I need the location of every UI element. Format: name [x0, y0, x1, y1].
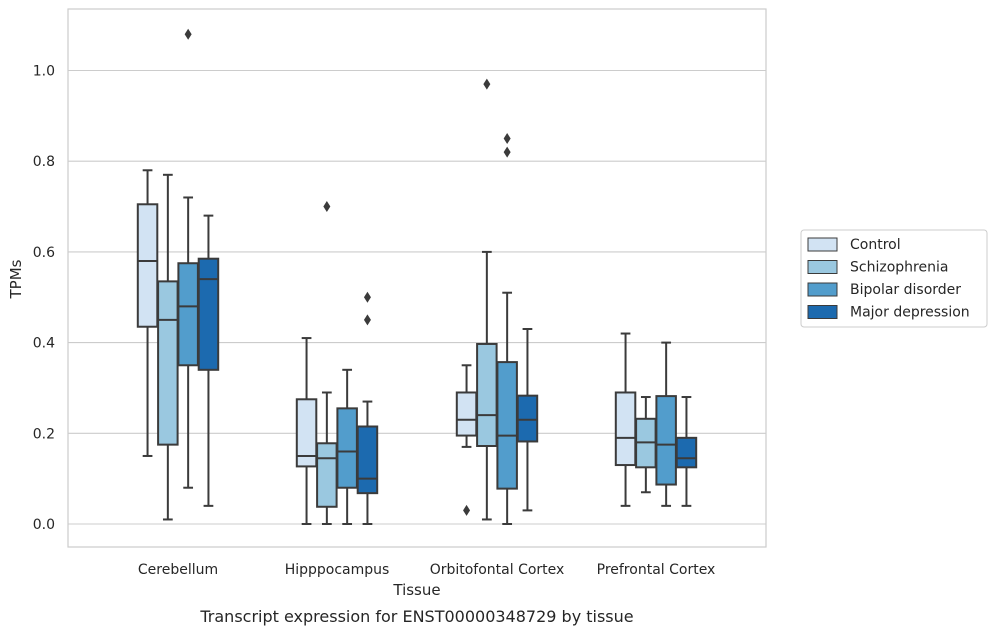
box-plot [356, 291, 379, 525]
legend-item: Control [807, 237, 901, 253]
box-plot [614, 332, 637, 507]
iqr-box [476, 342, 498, 447]
iqr-box [295, 398, 318, 468]
iqr-box [136, 203, 159, 328]
x-tick-label: Cerebellum [138, 562, 218, 578]
outlier-point [503, 146, 511, 158]
series-bipolar-disorder [177, 28, 677, 525]
outlier-point [483, 78, 491, 90]
legend-item: Schizophrenia [807, 260, 948, 276]
iqr-box [496, 361, 518, 490]
y-tick-label: 0.2 [33, 426, 55, 442]
series-control [136, 169, 637, 525]
box-plot [136, 169, 159, 457]
legend-frame [800, 229, 988, 328]
legend-swatch [807, 237, 838, 252]
series-major-depression [197, 214, 698, 525]
iqr-box [455, 391, 478, 437]
legend: Control Schizophrenia Bipolar disorder Majo… [800, 229, 988, 328]
iqr-box [177, 262, 199, 367]
iqr-box [675, 436, 698, 469]
outlier-point [323, 201, 331, 213]
iqr-box [516, 394, 539, 443]
legend-label: Bipolar disorder [850, 282, 961, 298]
iqr-box [655, 395, 677, 486]
outlier-point [363, 291, 371, 303]
iqr-box [316, 442, 338, 508]
box-series-layer [136, 28, 698, 525]
legend-label: Major depression [850, 305, 970, 321]
y-tick-label: 0.6 [33, 245, 55, 261]
x-tick-label: Prefrontal Cortex [597, 562, 716, 578]
outlier-point [503, 133, 511, 145]
legend-swatch [807, 260, 838, 274]
y-axis-ticks: 0.0 0.2 0.4 0.6 0.8 1.0 [33, 64, 55, 534]
legend-label: Schizophrenia [850, 260, 948, 276]
box-plot [197, 214, 220, 507]
y-tick-label: 0.0 [33, 517, 55, 533]
iqr-box [356, 425, 379, 495]
box-plot [295, 337, 318, 525]
x-axis-label: Tissue [392, 581, 440, 599]
box-plot [516, 327, 539, 512]
y-tick-label: 1.0 [33, 64, 55, 80]
legend-label: Control [850, 237, 901, 253]
box-plot [476, 78, 498, 521]
x-tick-label: Orbitofontal Cortex [430, 562, 565, 578]
x-tick-label: Hipppocampus [285, 562, 390, 578]
chart-caption: Transcript expression for ENST0000034872… [199, 607, 633, 626]
legend-item: Major depression [807, 305, 970, 321]
outlier-point [463, 504, 471, 516]
legend-swatch [807, 282, 838, 297]
y-axis-label: TPMs [7, 259, 25, 299]
series-schizophrenia [157, 78, 657, 525]
outlier-point [184, 28, 192, 40]
outlier-point [363, 314, 371, 326]
iqr-box [336, 407, 358, 489]
x-axis-ticks: Cerebellum Hipppocampus Orbitofontal Corte… [138, 562, 715, 578]
y-tick-label: 0.4 [33, 336, 55, 352]
legend-item: Bipolar disorder [807, 282, 961, 298]
iqr-box [197, 257, 220, 371]
box-plot [336, 368, 358, 525]
iqr-box [614, 391, 637, 467]
iqr-box [157, 280, 179, 446]
box-plot [496, 133, 518, 525]
legend-swatch [807, 305, 838, 319]
y-tick-label: 0.8 [33, 154, 55, 170]
box-plot [675, 396, 698, 507]
box-plot [655, 341, 677, 507]
